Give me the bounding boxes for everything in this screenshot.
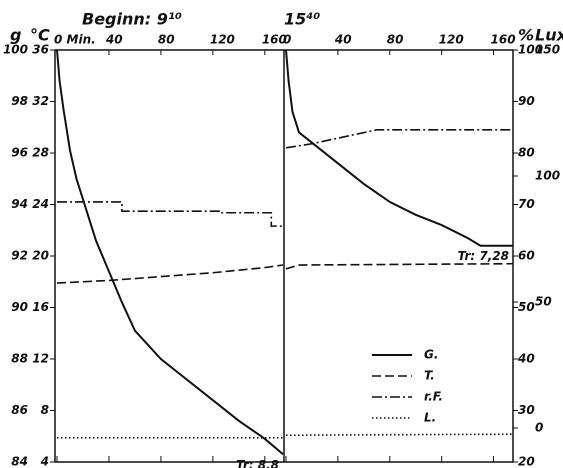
y4-axis-label: Lux [535, 26, 563, 45]
y-tick-label: 88 [11, 352, 28, 366]
x-tick-label: 40 [105, 33, 123, 47]
y-tick-label: 96 [11, 146, 28, 160]
y4-tick-label: 0 [535, 420, 543, 434]
y2-tick-label: 12 [32, 352, 49, 366]
x-tick-label: 120 [439, 33, 464, 47]
x-tick-label: 80 [158, 33, 175, 47]
series-line [285, 433, 514, 437]
y2-tick-label: 8 [41, 403, 49, 417]
annotation: Tr: 8,8 [236, 458, 279, 468]
x-tick-label: 0 [283, 33, 291, 47]
y4-tick-label: 150 [535, 43, 560, 57]
x-tick-label: 80 [387, 33, 404, 47]
legend-label: L. [424, 411, 436, 425]
y-tick-label: 100 [3, 43, 28, 57]
panel-title: 15⁴⁰ [284, 10, 320, 29]
x-tick-label: 0 Min. [54, 33, 96, 47]
series-line [285, 262, 514, 270]
y2-tick-label: 36 [32, 43, 49, 57]
x-tick-label: 160 [262, 33, 287, 47]
y2-tick-label: 32 [32, 94, 49, 108]
x-tick-label: 40 [334, 33, 352, 47]
x-tick-label: 120 [210, 33, 235, 47]
y3-tick-label: 30 [518, 403, 535, 417]
y3-tick-label: 70 [518, 197, 535, 211]
series-line [285, 129, 513, 149]
series-line [57, 201, 283, 227]
y-tick-label: 86 [11, 403, 28, 417]
y2-tick-label: 4 [40, 455, 49, 468]
y3-tick-label: 90 [518, 94, 535, 108]
y-tick-label: 94 [11, 197, 28, 211]
y3-axis-label: % [518, 26, 534, 45]
y2-tick-label: 16 [32, 300, 49, 314]
series-line [56, 264, 284, 284]
y2-axis-label: °C [30, 26, 50, 45]
series-line [285, 49, 513, 247]
y4-tick-label: 100 [535, 168, 560, 182]
y3-tick-label: 100 [518, 43, 543, 57]
y3-tick-label: 80 [518, 146, 535, 160]
y2-tick-label: 24 [32, 197, 49, 211]
legend-label: G. [424, 348, 438, 362]
legend-label: r.F. [424, 390, 443, 404]
y2-tick-label: 28 [32, 146, 49, 160]
y3-tick-label: 50 [518, 300, 535, 314]
y3-tick-label: 40 [517, 352, 535, 366]
y3-tick-label: 20 [518, 455, 535, 468]
series-line [56, 49, 284, 456]
y3-tick-label: 60 [518, 249, 535, 263]
y-tick-label: 90 [11, 300, 28, 314]
y2-tick-label: 20 [32, 249, 49, 263]
y-tick-label: 84 [11, 455, 28, 468]
y-tick-label: 98 [11, 94, 28, 108]
legend-label: T. [424, 369, 435, 383]
y-tick-label: 92 [11, 249, 28, 263]
y4-tick-label: 50 [535, 294, 552, 308]
panel-title: Beginn: 9¹⁰ [82, 10, 182, 29]
annotation: Tr: 7,28 [458, 249, 509, 263]
y-axis-label: g [10, 26, 21, 45]
x-tick-label: 160 [491, 33, 516, 47]
